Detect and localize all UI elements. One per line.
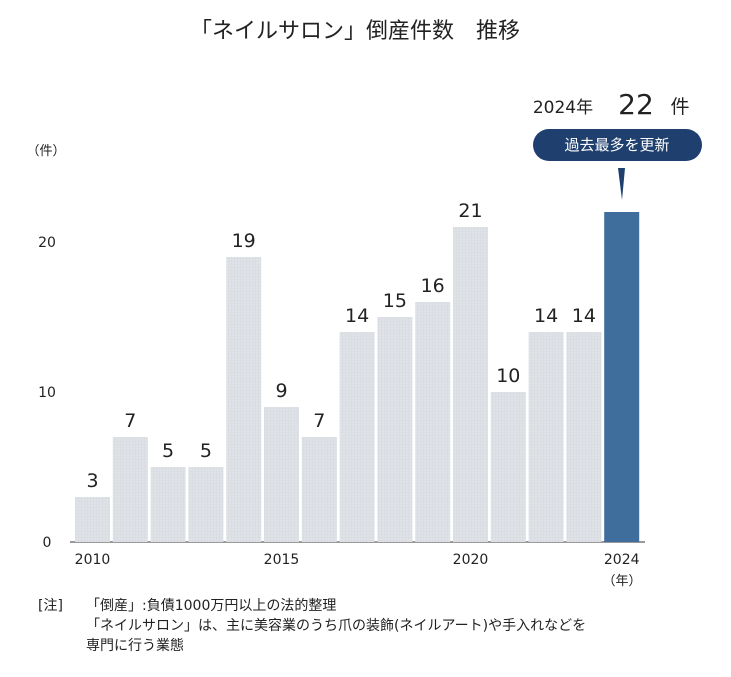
data-label-2017: 14 xyxy=(345,305,369,327)
annotation-year: 2024年 xyxy=(533,98,593,118)
bar-2014 xyxy=(226,257,262,542)
note-line: 「ネイルサロン」は、主に美容業のうち爪の装飾(ネイルアート)や手入れなどを xyxy=(86,618,587,634)
bar-2011 xyxy=(112,437,148,542)
callout-pointer xyxy=(618,168,625,200)
annotation-value: 22 xyxy=(618,88,654,121)
data-label-2010: 3 xyxy=(86,470,98,492)
y-axis-label: （件） xyxy=(26,144,65,159)
x-tick-label: 2015 xyxy=(264,552,300,568)
record-annotation: 2024年 22 件 過去最多を更新 xyxy=(533,88,702,200)
data-label-2023: 14 xyxy=(572,305,596,327)
y-tick-label: 20 xyxy=(38,235,56,251)
data-label-2016: 7 xyxy=(313,410,325,432)
data-label-2012: 5 xyxy=(162,440,174,462)
chart-title: 「ネイルサロン」倒産件数 推移 xyxy=(190,19,520,44)
bar-2013 xyxy=(188,467,224,542)
y-tick-label: 10 xyxy=(38,385,56,401)
bar-2019 xyxy=(415,302,451,542)
bar-2015 xyxy=(264,407,299,542)
bar-2010 xyxy=(75,497,110,542)
x-axis-label: （年） xyxy=(602,574,641,589)
record-badge xyxy=(533,129,702,161)
data-label-2013: 5 xyxy=(200,440,212,462)
data-label-2021: 10 xyxy=(496,365,520,387)
data-label-2018: 15 xyxy=(383,290,407,312)
bar-2012 xyxy=(150,467,186,542)
annotation-unit: 件 xyxy=(670,96,689,118)
record-badge-text: 過去最多を更新 xyxy=(564,136,669,154)
bar-2023 xyxy=(566,332,602,542)
bar-2017 xyxy=(339,332,375,542)
note-line: 専門に行う業態 xyxy=(86,638,184,654)
bar-2022 xyxy=(528,332,564,542)
notes-label: [注] xyxy=(38,598,63,614)
x-tick-label: 2024 xyxy=(604,552,640,568)
bar-2018 xyxy=(377,317,413,542)
bar-chart: 「ネイルサロン」倒産件数 推移 （件） 0 10 20 3 7 5 5 19 9 7 14 15 16… xyxy=(26,19,702,589)
bar-2016 xyxy=(301,437,337,542)
bar-2024 xyxy=(604,212,640,542)
bar-2021 xyxy=(490,392,526,542)
bar-2020 xyxy=(453,227,488,542)
notes: [注] 「倒産」:負債1000万円以上の法的整理 「ネイルサロン」は、主に美容業の… xyxy=(38,596,586,656)
data-label-2014: 19 xyxy=(232,230,256,252)
note-line: 「倒産」:負債1000万円以上の法的整理 xyxy=(86,598,337,614)
data-label-2019: 16 xyxy=(421,275,445,297)
x-tick-label: 2020 xyxy=(453,552,489,568)
y-tick-label: 0 xyxy=(43,535,52,551)
data-label-2015: 9 xyxy=(275,380,287,402)
data-label-2020: 21 xyxy=(458,200,482,222)
data-label-2022: 14 xyxy=(534,305,558,327)
x-tick-label: 2010 xyxy=(75,552,111,568)
data-label-2011: 7 xyxy=(124,410,136,432)
